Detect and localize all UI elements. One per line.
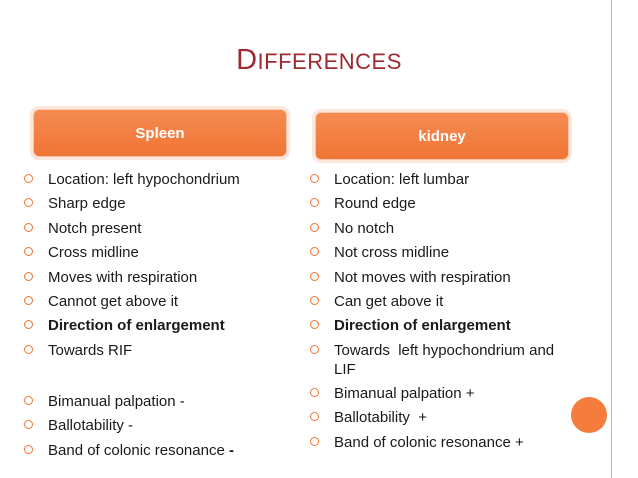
bullet-icon <box>24 396 33 405</box>
decorative-circle <box>571 397 607 433</box>
list-item: Towards RIF <box>24 341 132 360</box>
bullet-icon <box>24 174 33 183</box>
list-item-text: Towards RIF <box>48 342 133 359</box>
bullet-icon <box>310 174 319 183</box>
list-item-text: Ballotability + <box>334 409 427 426</box>
list-item-text: Direction of enlargement <box>48 317 225 334</box>
list-item: Direction of enlargement <box>310 316 511 335</box>
bullet-icon <box>310 345 319 354</box>
list-item-text: Not cross midline <box>334 244 450 261</box>
bullet-icon <box>24 223 33 232</box>
list-item-text: Ballotability - <box>48 417 134 434</box>
title-rest: ifferences <box>257 49 402 74</box>
bullet-icon <box>310 388 319 397</box>
bullet-icon <box>310 198 319 207</box>
list-item: Moves with respiration <box>24 268 197 287</box>
list-item: Towards left hypochondrium and LIF <box>310 341 560 379</box>
list-item-text: Not moves with respiration <box>334 269 511 286</box>
list-item: Cannot get above it <box>24 292 178 311</box>
list-item: Round edge <box>310 194 416 213</box>
list-item: Ballotability + <box>310 408 427 427</box>
bullet-icon <box>310 272 319 281</box>
bullet-icon <box>310 247 319 256</box>
list-item: Not cross midline <box>310 243 449 262</box>
bullet-icon <box>310 437 319 446</box>
bullet-icon <box>24 420 33 429</box>
list-item: Not moves with respiration <box>310 268 511 287</box>
bullet-icon <box>310 223 319 232</box>
list-item: Notch present <box>24 219 141 238</box>
title-first-letter: D <box>236 44 258 76</box>
bullet-icon <box>24 272 33 281</box>
list-item-text: Sharp edge <box>48 195 126 212</box>
list-item-text: No notch <box>334 220 395 237</box>
list-item-text: Round edge <box>334 195 416 212</box>
list-item-text: Band of colonic resonance + <box>334 434 524 451</box>
bullet-icon <box>24 296 33 305</box>
list-item-text: Cannot get above it <box>48 293 179 310</box>
list-item: Location: left lumbar <box>310 170 469 189</box>
bullet-icon <box>24 320 33 329</box>
list-item: Location: left hypochondrium <box>24 170 240 189</box>
bullet-icon <box>24 247 33 256</box>
list-item-text: Location: left lumbar <box>334 171 470 188</box>
list-item: Direction of enlargement <box>24 316 225 335</box>
list-item: Cross midline <box>24 243 139 262</box>
bullet-icon <box>310 296 319 305</box>
list-item: Band of colonic resonance + <box>310 433 524 452</box>
list-item-text: Bimanual palpation - <box>48 393 185 410</box>
list-item-text: Moves with respiration <box>48 269 198 286</box>
list-item-text: Location: left hypochondrium <box>48 171 240 188</box>
list-item: Sharp edge <box>24 194 126 213</box>
list-item-text: Towards left hypochondrium and LIF <box>334 342 559 378</box>
bullet-icon <box>310 320 319 329</box>
list-item-suffix: - <box>228 442 234 459</box>
kidney-header-label: kidney <box>418 127 466 145</box>
list-item-text: Band of colonic resonance <box>48 442 229 459</box>
bullet-icon <box>24 345 33 354</box>
list-item: Bimanual palpation + <box>310 384 475 403</box>
list-item: Bimanual palpation - <box>24 392 185 411</box>
bullet-icon <box>24 445 33 454</box>
bullet-icon <box>310 412 319 421</box>
list-item-text: Direction of enlargement <box>334 317 511 334</box>
list-item-text: Bimanual palpation + <box>334 385 475 402</box>
list-item-text: Cross midline <box>48 244 139 261</box>
list-item-text: Notch present <box>48 220 142 237</box>
list-item: Can get above it <box>310 292 443 311</box>
list-item: No notch <box>310 219 394 238</box>
kidney-header: kidney <box>315 112 569 160</box>
slide-title: Differences <box>0 44 638 77</box>
bullet-icon <box>24 198 33 207</box>
slide-border <box>611 0 612 478</box>
list-item-text: Can get above it <box>334 293 444 310</box>
list-item: Band of colonic resonance - <box>24 441 234 460</box>
spleen-header-label: Spleen <box>135 124 185 142</box>
spleen-header: Spleen <box>33 109 287 157</box>
list-item: Ballotability - <box>24 416 133 435</box>
